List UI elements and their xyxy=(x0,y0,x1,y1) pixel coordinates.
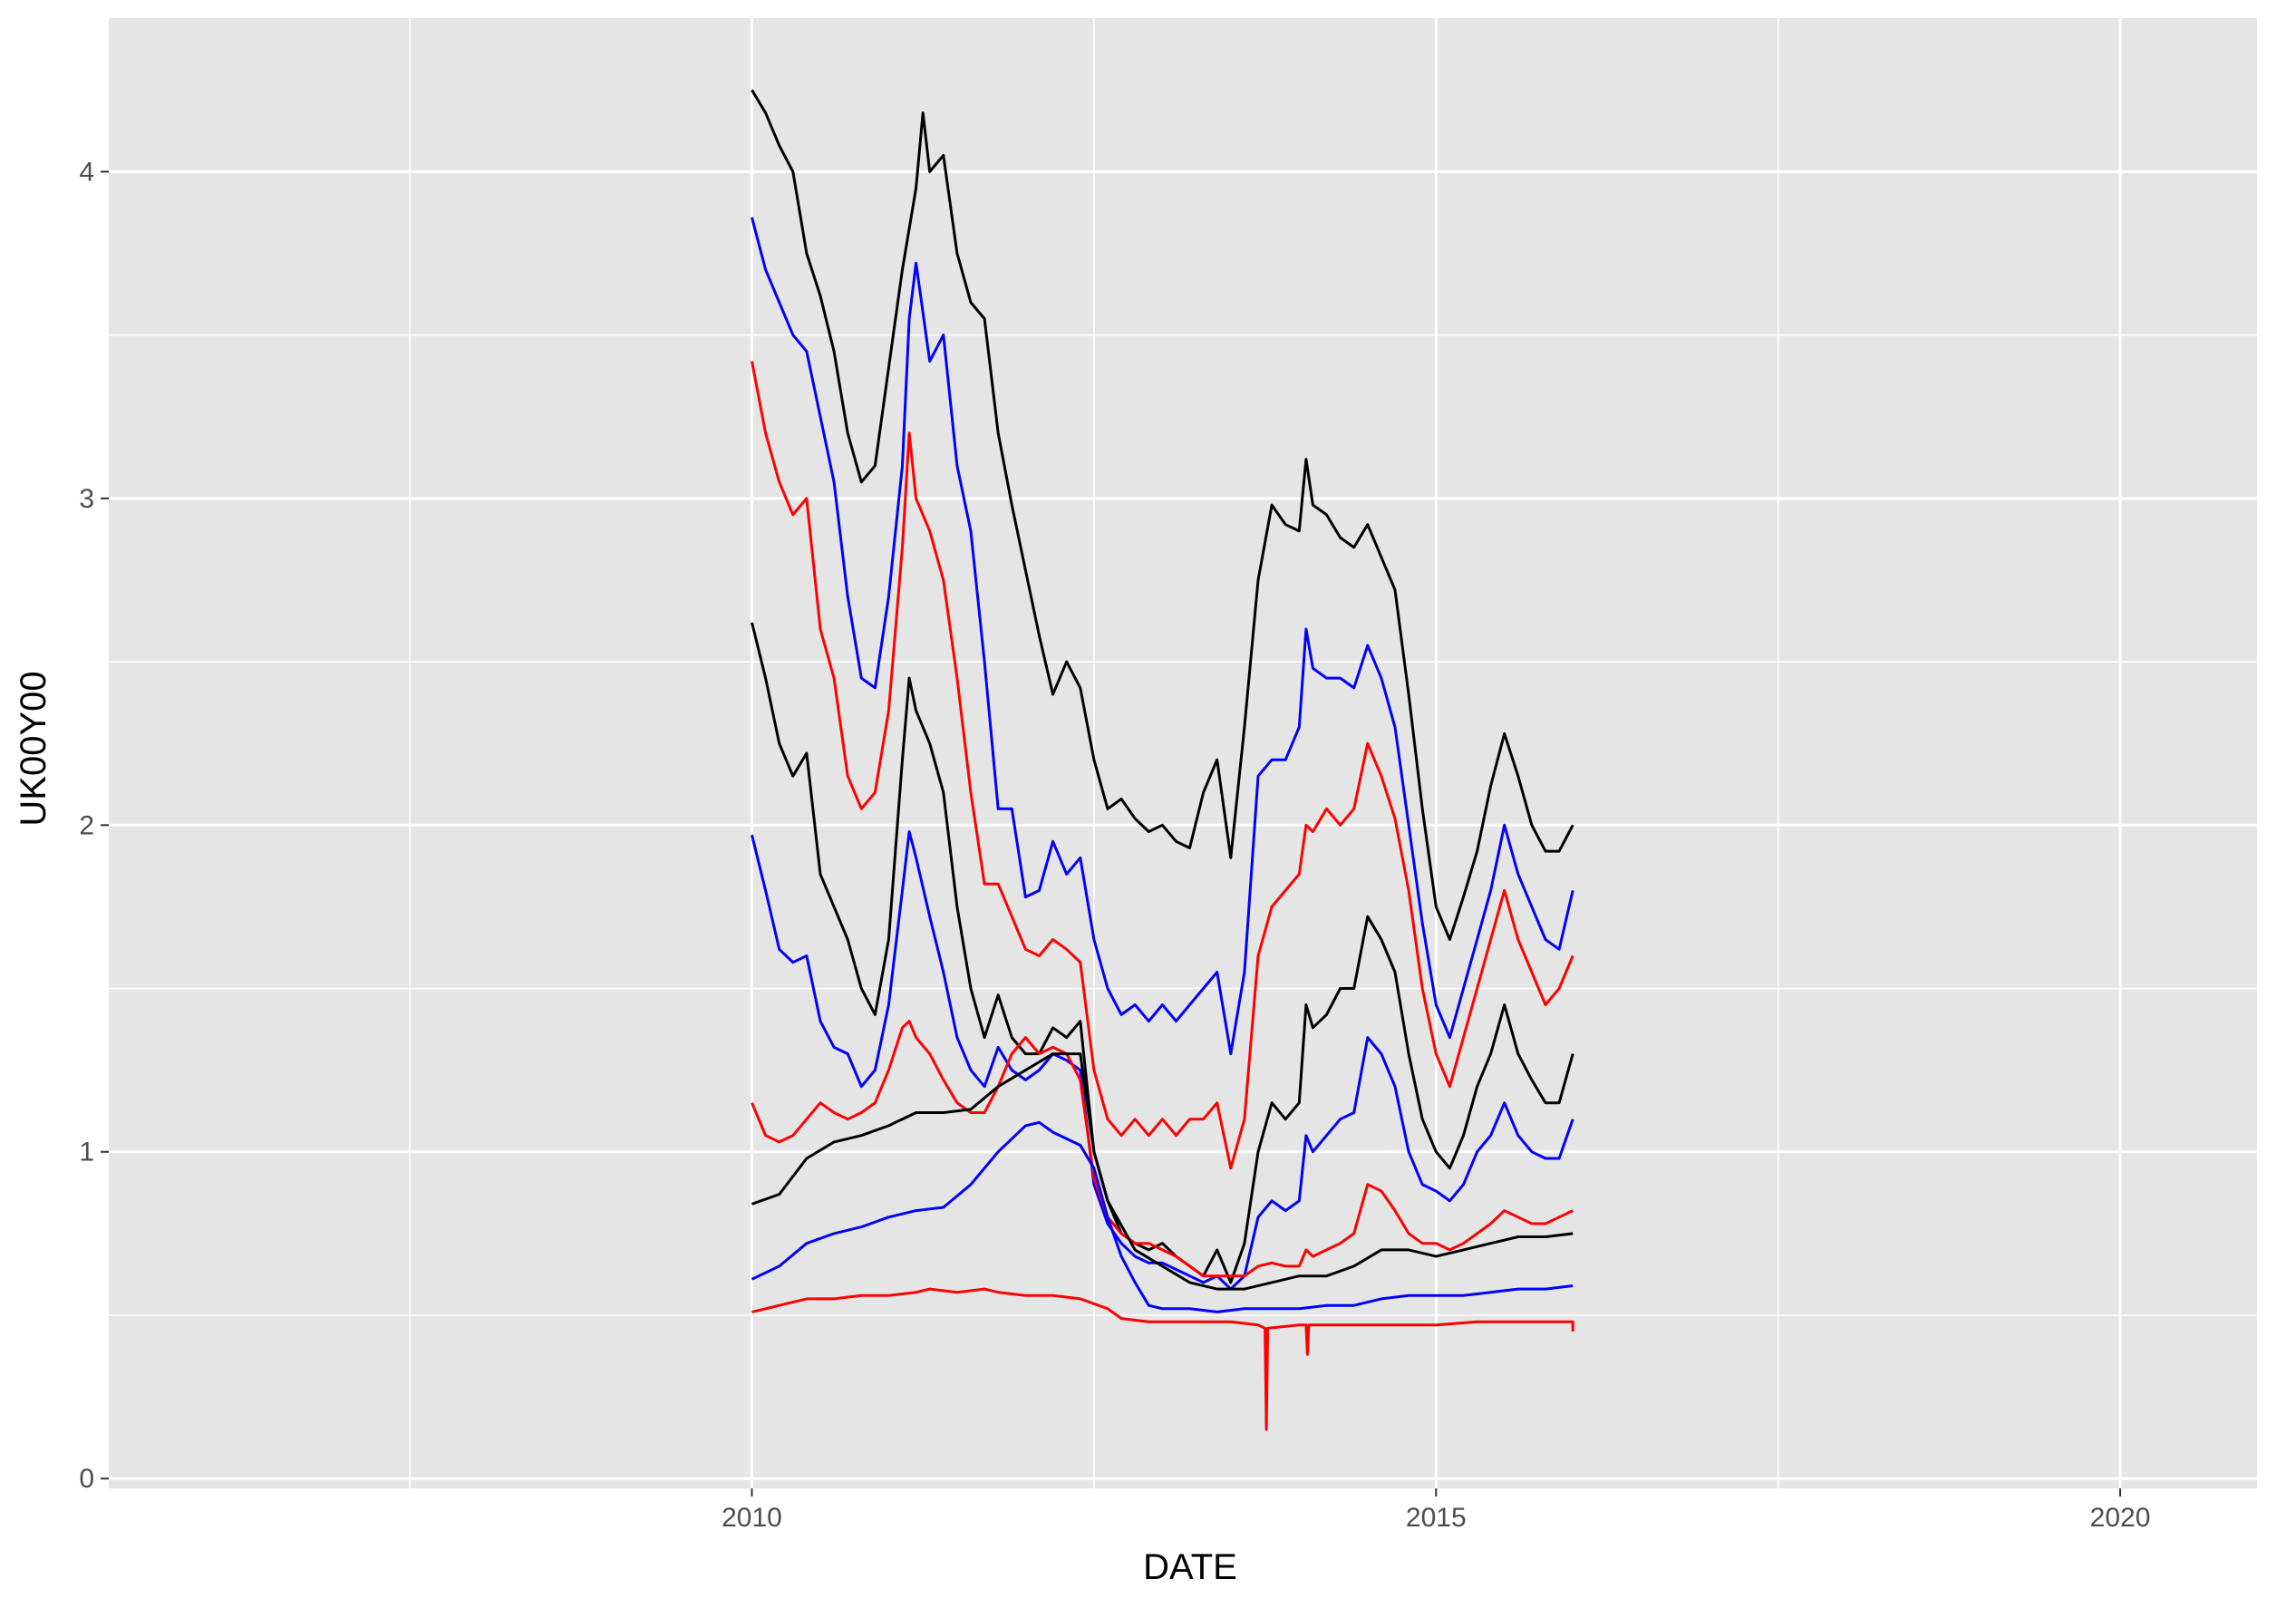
series-line-4 xyxy=(751,622,1574,1284)
y-tick-label: 4 xyxy=(79,157,94,187)
plot-panel xyxy=(109,18,2257,1488)
y-axis-title: UK00Y00 xyxy=(14,671,53,826)
x-tick-label: 2020 xyxy=(2090,1503,2151,1533)
major-gridlines xyxy=(109,18,2257,1488)
series-line-3 xyxy=(751,361,1574,1170)
series-line-5 xyxy=(751,830,1574,1291)
y-axis: 0 1 2 3 4 xyxy=(79,157,109,1494)
series-layer xyxy=(751,89,1574,1431)
x-tick-label: 2015 xyxy=(1406,1503,1467,1533)
series-line-9 xyxy=(751,1287,1574,1431)
series-line-7 xyxy=(751,1052,1574,1291)
minor-gridlines xyxy=(109,18,2257,1488)
y-tick-label: 3 xyxy=(79,484,94,514)
series-line-6 xyxy=(751,1020,1574,1278)
series-line-1 xyxy=(751,89,1574,941)
x-axis: 2010 2015 2020 xyxy=(722,1488,2150,1533)
series-line-8 xyxy=(751,1120,1574,1313)
y-tick-label: 2 xyxy=(79,810,94,840)
y-tick-label: 0 xyxy=(79,1464,94,1494)
y-tick-label: 1 xyxy=(79,1138,94,1167)
x-axis-title: DATE xyxy=(1143,1547,1237,1587)
x-tick-label: 2010 xyxy=(722,1503,782,1533)
series-line-2 xyxy=(751,217,1574,1056)
